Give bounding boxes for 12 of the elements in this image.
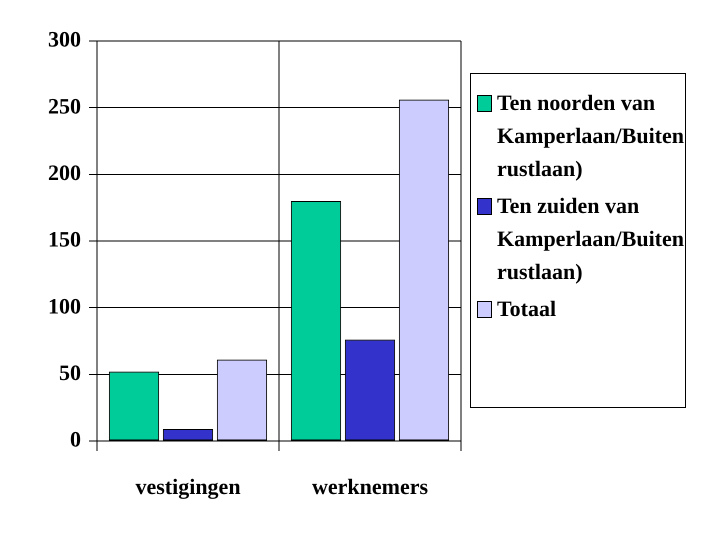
- legend-label: Ten noorden van Kamperlaan/Buiten rustlaan): [497, 89, 684, 183]
- legend-label: Totaal: [497, 295, 558, 323]
- y-tick-label: 250: [48, 93, 81, 118]
- y-tick-label: 50: [59, 360, 81, 386]
- x-tick-label: werknemers: [312, 474, 428, 499]
- y-tick-label: 100: [48, 293, 81, 318]
- y-tick-label: 0: [70, 426, 81, 452]
- y-tick-label: 150: [48, 226, 81, 252]
- y-tick-label: 200: [48, 160, 81, 186]
- y-tick-label: 300: [48, 26, 81, 52]
- x-tick-label: vestigingen: [135, 474, 241, 499]
- legend-label: Ten zuiden van Kamperlaan/Buiten rustlaan): [497, 192, 684, 286]
